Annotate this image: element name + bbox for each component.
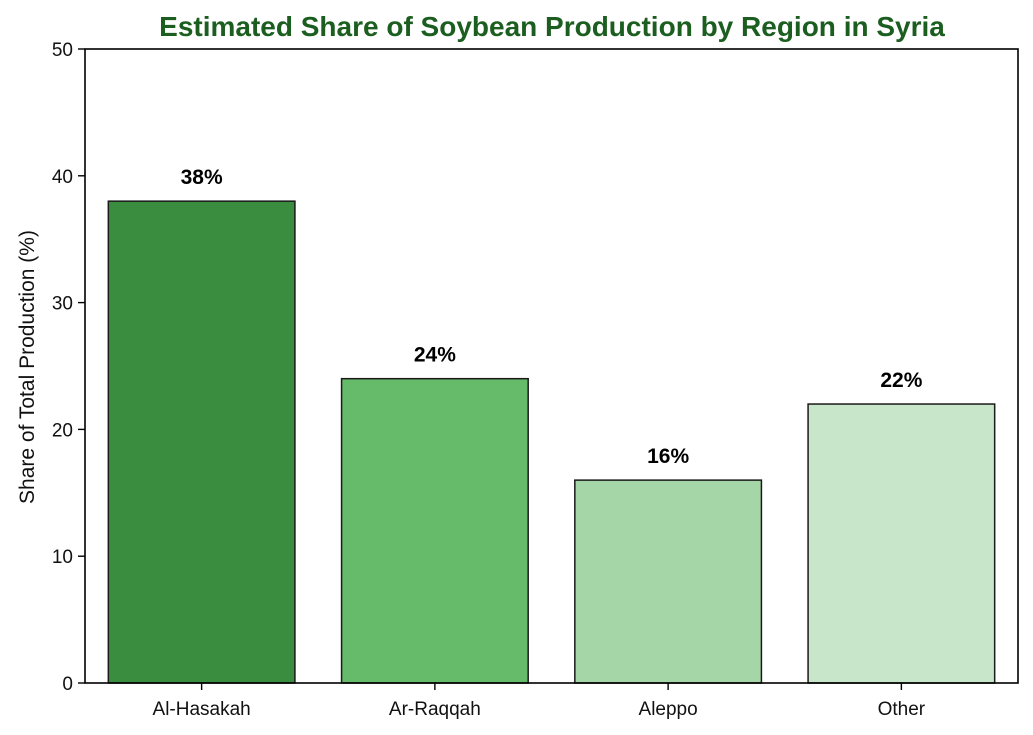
y-tick-label: 30 [52,294,73,315]
x-tick-label: Al-Hasakah [153,699,251,720]
x-tick-label: Aleppo [639,699,698,720]
bar [807,403,996,684]
bar [574,479,763,684]
bars [107,200,996,684]
y-tick-label: 50 [52,40,73,61]
bar-value-label: 22% [880,369,922,392]
x-tick-label: Ar-Raqqah [389,699,481,720]
data-labels: 38% 24% 16% 22% [181,166,923,468]
bar-value-label: 24% [414,344,456,367]
y-axis-ticks: 0 10 20 30 40 50 [52,40,85,695]
y-axis-title: Share of Total Production (%) [16,230,39,504]
bar-value-label: 16% [647,445,689,468]
bar-value-label: 38% [181,166,223,189]
y-tick-label: 10 [52,547,73,568]
plot-area-frame [84,48,1019,684]
y-tick-label: 20 [52,420,73,441]
bar [107,200,296,684]
x-tick-label: Other [878,699,926,720]
bar [340,377,529,684]
y-tick-label: 0 [62,674,73,695]
x-axis-ticks: Al-Hasakah Ar-Raqqah Aleppo Other [153,683,926,720]
y-tick-label: 40 [52,167,73,188]
chart-title: Estimated Share of Soybean Production by… [159,11,945,42]
y-axis-title-group: Share of Total Production (%) [16,230,39,504]
